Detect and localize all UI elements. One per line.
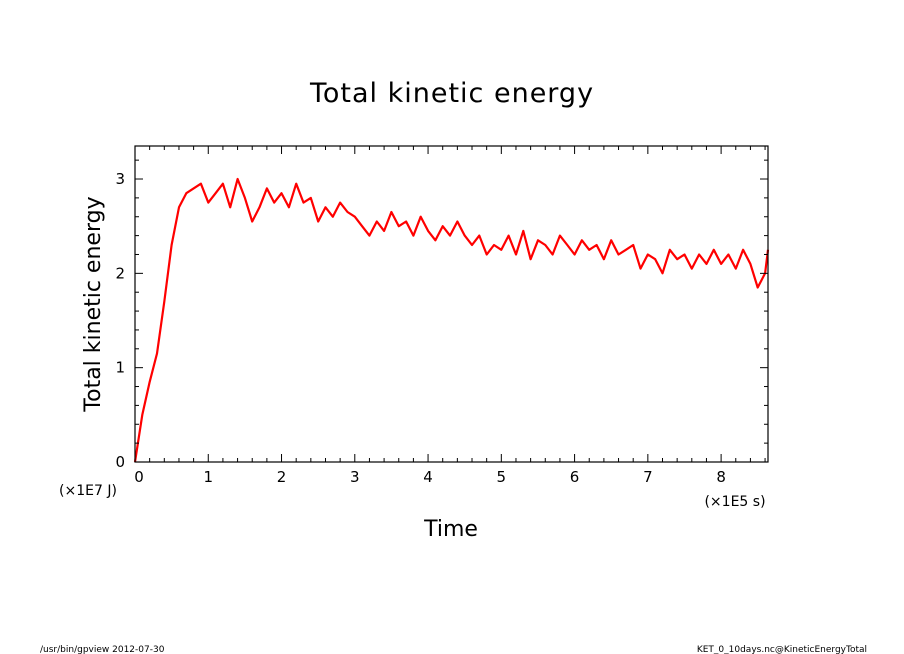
plot-frame xyxy=(134,145,769,463)
x-tick-label: 4 xyxy=(423,468,433,486)
x-tick-label: 5 xyxy=(497,468,507,486)
y-tick-label: 3 xyxy=(115,170,125,188)
y-unit-label: (×1E7 J) xyxy=(59,483,117,499)
y-axis-title: Total kinetic energy xyxy=(81,196,106,412)
series-line xyxy=(133,177,770,463)
x-tick-labels: 0 1 2 3 4 5 6 7 8 xyxy=(134,468,726,486)
x-unit-label: (×1E5 s) xyxy=(704,494,765,510)
y-tick-labels: 0 1 2 3 xyxy=(115,170,125,471)
footer-left: /usr/bin/gpview 2012-07-30 xyxy=(40,645,165,654)
x-tick-label: 8 xyxy=(716,468,726,486)
x-tick-label: 3 xyxy=(350,468,360,486)
x-tick-label: 1 xyxy=(203,468,213,486)
chart-title: Total kinetic energy xyxy=(309,78,594,109)
x-tick-label: 6 xyxy=(570,468,580,486)
axis-ticks xyxy=(134,146,768,463)
x-tick-label: 0 xyxy=(134,468,144,486)
plot-area: 0 1 2 3 4 5 6 7 8 0 1 2 3 xyxy=(115,145,770,486)
y-tick-label: 2 xyxy=(115,264,125,282)
x-tick-label: 2 xyxy=(277,468,287,486)
y-tick-label: 1 xyxy=(115,359,125,377)
y-tick-label: 0 xyxy=(115,453,125,471)
x-tick-label: 7 xyxy=(643,468,653,486)
footer-right: KET_0_10days.nc@KineticEnergyTotal xyxy=(697,645,867,654)
x-axis-title: Time xyxy=(423,517,478,542)
